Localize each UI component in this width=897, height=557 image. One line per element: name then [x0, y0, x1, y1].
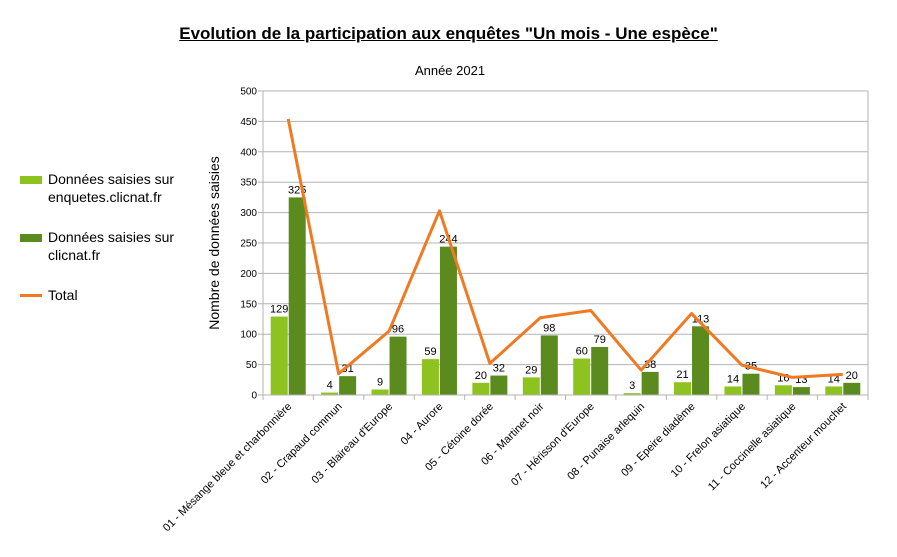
data-label-enquetes: 60	[576, 346, 588, 358]
bar-enquetes	[522, 377, 540, 395]
bar-clicnat	[490, 375, 508, 395]
data-label-clicnat: 79	[594, 334, 606, 346]
legend-swatch-enquetes	[20, 176, 42, 184]
bar-enquetes	[724, 386, 742, 395]
y-tick-label: 500	[240, 87, 257, 98]
legend-label-clicnat: Données saisies sur clicnat.fr	[48, 229, 175, 263]
x-tick-label: 04 - Aurore	[399, 401, 446, 448]
bar-clicnat	[389, 336, 407, 395]
data-label-enquetes: 3	[629, 380, 635, 392]
data-label-clicnat: 98	[543, 322, 555, 334]
bar-clicnat	[692, 326, 710, 395]
y-tick-label: 450	[240, 117, 257, 128]
bar-clicnat	[591, 346, 609, 395]
bar-clicnat	[792, 387, 810, 395]
legend-label-enquetes: Données saisies sur enquetes.clicnat.fr	[48, 171, 175, 205]
y-tick-label: 0	[251, 391, 257, 402]
bar-enquetes	[573, 358, 591, 395]
bar-clicnat	[288, 197, 306, 395]
bar-enquetes	[623, 393, 641, 395]
y-tick-label: 400	[240, 147, 257, 158]
bar-enquetes	[674, 382, 692, 395]
bar-enquetes	[321, 392, 339, 395]
y-tick-label: 150	[240, 299, 257, 310]
data-label-enquetes: 129	[270, 304, 288, 316]
bar-clicnat	[540, 335, 558, 395]
data-label-enquetes: 14	[727, 373, 739, 385]
legend-item-enquetes: Données saisies sur enquetes.clicnat.fr	[20, 170, 200, 206]
x-tick-label: 07 - Hérisson d'Europe	[509, 401, 597, 489]
bar-enquetes	[270, 316, 288, 395]
bar-clicnat	[641, 371, 659, 395]
x-tick-label: 12 - Accenteur mouchet	[758, 401, 849, 492]
legend-item-total: Total	[20, 286, 200, 304]
bar-enquetes	[421, 359, 439, 395]
data-label-enquetes: 21	[676, 369, 688, 381]
data-label-clicnat: 96	[392, 324, 404, 336]
y-tick-label: 350	[240, 178, 257, 189]
legend-swatch-clicnat	[20, 234, 42, 242]
y-tick-label: 250	[240, 239, 257, 250]
y-tick-label: 200	[240, 269, 257, 280]
data-label-enquetes: 59	[424, 346, 436, 358]
y-tick-label: 100	[240, 330, 257, 341]
y-tick-label: 300	[240, 208, 257, 219]
bar-clicnat	[439, 246, 457, 395]
y-axis-label: Nombre de données saisies	[206, 156, 222, 330]
data-label-clicnat: 32	[493, 363, 505, 375]
bar-enquetes	[774, 385, 792, 395]
data-label-enquetes: 4	[327, 380, 333, 392]
legend-label-total: Total	[48, 287, 78, 303]
y-tick-label: 50	[246, 360, 258, 371]
data-label-clicnat: 31	[342, 363, 354, 375]
bar-enquetes	[825, 386, 843, 395]
x-tick-label: 11 - Coccinelle asiatique	[706, 401, 799, 494]
legend-item-clicnat: Données saisies sur clicnat.fr	[20, 228, 200, 264]
data-label-enquetes: 29	[525, 364, 537, 376]
legend: Données saisies sur enquetes.clicnat.fr …	[20, 170, 200, 326]
data-label-enquetes: 20	[475, 370, 487, 382]
bar-enquetes	[371, 389, 389, 395]
bar-clicnat	[339, 376, 357, 395]
chart-title: Evolution de la participation aux enquêt…	[179, 24, 718, 43]
data-label-enquetes: 9	[377, 377, 383, 389]
series-line-total	[286, 118, 843, 379]
data-label-clicnat: 20	[846, 370, 858, 382]
bar-enquetes	[472, 382, 490, 395]
legend-line-total	[20, 294, 42, 297]
chart-subtitle: Année 2021	[414, 63, 486, 78]
bar-clicnat	[742, 373, 760, 395]
bar-clicnat	[843, 382, 861, 395]
